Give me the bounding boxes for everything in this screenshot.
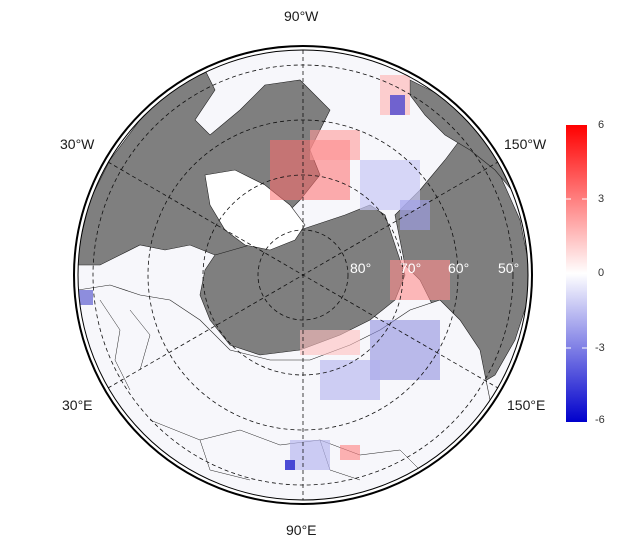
colorbar-tick-neg3: -3 bbox=[595, 342, 605, 354]
graticule bbox=[92, 50, 514, 500]
lon-label-upper-right: 150°W bbox=[504, 136, 547, 152]
lon-label-lower-left: 30°E bbox=[62, 397, 93, 413]
map-border-inner bbox=[77, 49, 529, 501]
greenland bbox=[204, 169, 306, 251]
lat-label-60: 60° bbox=[448, 260, 469, 276]
colorbar-ticks bbox=[566, 198, 587, 349]
lat-label-70: 70° bbox=[400, 260, 421, 276]
lon-label-lower-right: 150°E bbox=[507, 397, 546, 413]
lon-label-top: 90°W bbox=[284, 8, 319, 24]
anomaly-patches bbox=[78, 75, 450, 470]
lon-label-upper-left: 30°W bbox=[60, 136, 95, 152]
lat-label-80: 80° bbox=[350, 260, 371, 276]
map-border-outer bbox=[73, 45, 533, 505]
lat-label-50: 50° bbox=[498, 260, 519, 276]
colorbar bbox=[566, 125, 587, 422]
lon-label-bottom: 90°E bbox=[286, 522, 317, 538]
colorbar-tick-3: 3 bbox=[598, 193, 605, 205]
colorbar-tick-6: 6 bbox=[598, 119, 605, 131]
colorbar-tick-0: 0 bbox=[598, 267, 605, 279]
colorbar-tick-neg6: -6 bbox=[595, 414, 605, 426]
